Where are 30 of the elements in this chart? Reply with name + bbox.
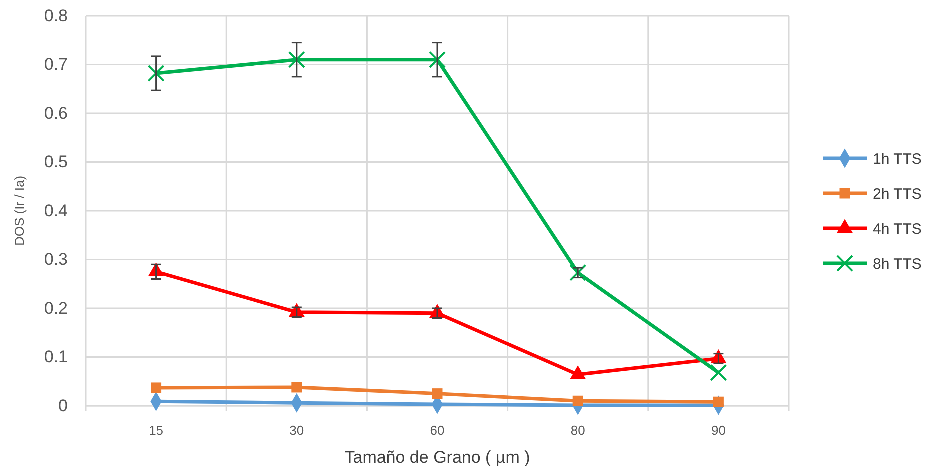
- x-tick-label: 80: [570, 423, 586, 438]
- point: [428, 51, 446, 68]
- y-tick-label: 0.8: [44, 6, 68, 26]
- y-tick-label: 0.5: [44, 152, 68, 172]
- x-axis-title: Tamaño de Grano ( µm ): [344, 448, 530, 467]
- point: [148, 64, 165, 82]
- y-tick-label: 0.2: [44, 298, 68, 318]
- y-tick-label: 0.7: [44, 55, 68, 74]
- point: [713, 396, 724, 408]
- legend-label: 1h TTS: [873, 150, 922, 168]
- x-tick-label: 60: [430, 423, 445, 438]
- legend-label: 8h TTS: [873, 256, 922, 273]
- y-tick-label: 0.3: [44, 250, 68, 270]
- point: [292, 382, 302, 393]
- x-tick-label: 15: [149, 423, 164, 438]
- y-tick-label: 0: [58, 396, 68, 416]
- point: [288, 51, 306, 68]
- y-tick-label: 0.6: [44, 104, 68, 123]
- legend-label: 2h TTS: [873, 186, 922, 203]
- point: [710, 364, 728, 382]
- x-tick-label: 90: [711, 423, 726, 438]
- x-tick-label: 30: [290, 423, 304, 438]
- point: [572, 396, 584, 406]
- point: [432, 388, 443, 400]
- y-tick-label: 0.4: [44, 201, 68, 220]
- point: [570, 264, 587, 282]
- legend-label: 4h TTS: [873, 220, 922, 238]
- y-axis-title: DOS (Ir / Ia): [12, 176, 27, 246]
- y-tick-label: 0.1: [44, 348, 68, 367]
- point: [151, 382, 162, 394]
